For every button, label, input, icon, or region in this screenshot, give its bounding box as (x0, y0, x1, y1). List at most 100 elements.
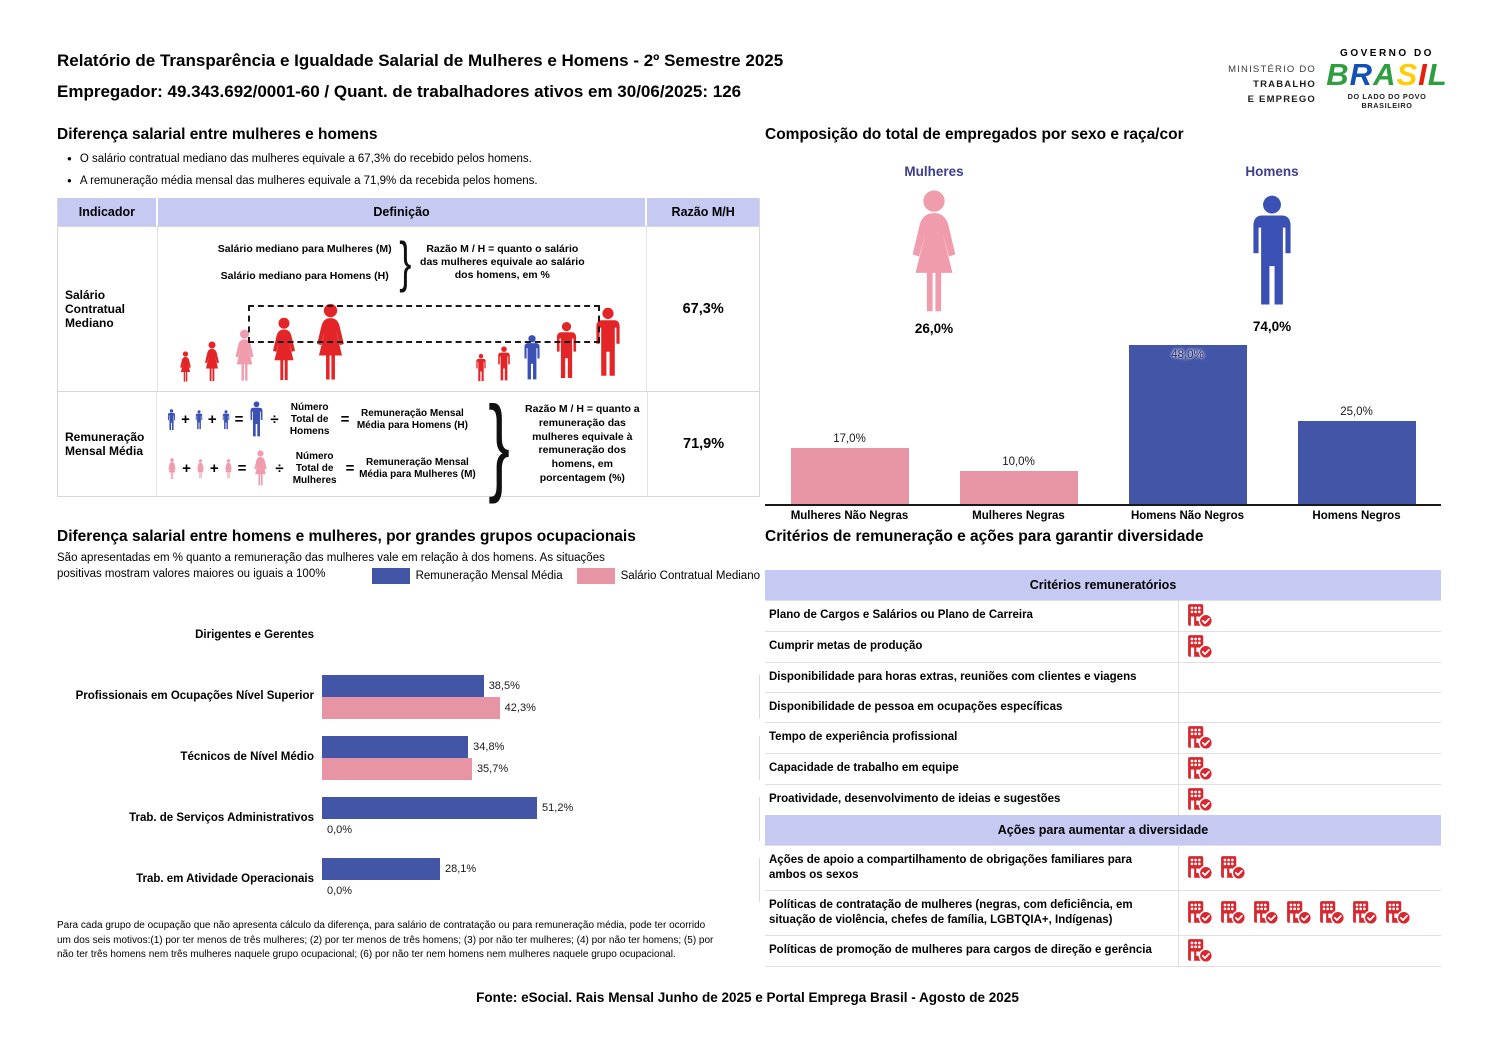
woman-icon-large (254, 450, 268, 486)
criteria-label: Disponibilidade para horas extras, reuni… (765, 663, 1179, 692)
women-formula: + + = ÷ Número Total de Mulheres = Remun… (165, 450, 477, 487)
composition-bar-slot: 48,0% (1103, 344, 1272, 504)
definition-cell: Salário mediano para Mulheres (M) Salári… (158, 227, 648, 392)
criteria-table: Critérios remuneratórios Plano de Cargos … (765, 570, 1441, 967)
woman-icon (168, 458, 176, 479)
brasil-logo: BRASIL (1322, 57, 1452, 92)
bar (322, 675, 484, 698)
man-icon (222, 410, 229, 429)
composition-bar-slot: 25,0% (1272, 406, 1441, 504)
criteria-label: Cumprir metas de produção (765, 632, 1179, 662)
median-men-label: Salário mediano para Homens (H) (220, 269, 389, 282)
ratio-value-mean: 71,9% (683, 436, 725, 453)
bar-value-label: 35,7% (476, 763, 509, 776)
building-check-icon (1188, 938, 1213, 963)
equals-glyph: = (234, 411, 244, 429)
brace-glyph: } (488, 383, 511, 505)
left-column: Diferença salarial entre mulheres e home… (57, 126, 760, 996)
criteria-row: Disponibilidade de pessoa em ocupações e… (765, 691, 1441, 722)
men-figure: Homens 74,0% (1162, 164, 1382, 336)
building-check-icon (1188, 900, 1213, 925)
header-indicator: Indicador (58, 198, 158, 226)
bullet-mean-remuneration: A remuneração média mensal das mulheres … (67, 175, 538, 187)
criteria-check-icons (1179, 936, 1441, 966)
women-label: Mulheres (904, 164, 964, 179)
woman-icon (179, 351, 191, 382)
brace-glyph: } (398, 230, 412, 293)
criteria-row: Tempo de experiência profissional (765, 721, 1441, 753)
building-check-icon (1386, 900, 1411, 925)
equals-glyph: = (345, 460, 355, 478)
bar-value-label: 42,3% (504, 702, 536, 715)
building-check-icon (1188, 855, 1213, 880)
criteria-check-icons (1179, 891, 1441, 935)
divide-glyph: ÷ (270, 411, 279, 429)
source-footer: Fonte: eSocial. Rais Mensal Junho de 202… (476, 990, 1019, 1005)
bar-value-label: 48,0% (1171, 348, 1204, 361)
occupation-label: Trab. de Serviços Administrativos (129, 812, 314, 825)
criteria-label: Políticas de promoção de mulheres para c… (765, 935, 1179, 966)
category-label: Homens Negros (1312, 510, 1401, 522)
composition-title: Composição do total de empregados por se… (765, 126, 1184, 143)
building-check-icon (1320, 900, 1345, 925)
legend-item-blue: Remuneração Mensal Média (371, 568, 563, 584)
composition-bar-slot: 17,0% (765, 433, 934, 504)
criteria-label: Plano de Cargos e Salários ou Plano de C… (765, 601, 1179, 631)
occupation-row: Profissionais em Ocupações Nível Superio… (57, 675, 760, 720)
criteria-row: Políticas de contratação de mulheres (ne… (765, 889, 1441, 935)
man-icon (476, 354, 486, 382)
man-icon (195, 410, 203, 429)
bar-value-label: 0,0% (327, 824, 353, 837)
report-header: Relatório de Transparência e Igualdade S… (57, 46, 1057, 107)
occupation-row: Trab. de Serviços Administrativos 51,2% 0,… (57, 797, 760, 842)
composition-bars: 17,0% 10,0% 48,0% 25,0% (765, 326, 1441, 506)
occupation-label: Dirigentes e Gerentes (195, 629, 314, 642)
bar (322, 758, 472, 781)
occupation-bars: 34,8% 35,7% (322, 736, 760, 781)
occupation-bars: 28,1% 0,0% (322, 858, 760, 903)
plus-glyph: + (209, 460, 219, 478)
criteria-label: Políticas de contratação de mulheres (ne… (765, 890, 1179, 935)
woman-icon (197, 459, 204, 478)
header-ratio: Razão M/H (647, 198, 759, 226)
race-composition-chart: 17,0% 10,0% 48,0% 25,0% Mulheres Não Negras… (765, 326, 1441, 522)
bar-value-label: 10,0% (1002, 455, 1035, 468)
bar-value-label: 0,0% (327, 885, 353, 898)
legend-label-pink: Salário Contratual Mediano (620, 570, 760, 582)
divide-glyph: ÷ (275, 460, 284, 478)
building-check-icon (1188, 635, 1213, 659)
men-formula: + + = ÷ Número Total de Homens = Remuner… (165, 401, 477, 438)
report-subtitle: Empregador: 49.343.692/0001-60 / Quant. … (57, 81, 742, 101)
occupation-bars: 38,5% 42,3% (322, 675, 760, 720)
brasil-letter: I (1418, 57, 1428, 92)
indicator-table: Indicador Definição Razão M/H Salário Co… (57, 198, 760, 505)
legend-item-pink: Salário Contratual Mediano (576, 568, 760, 584)
occupational-subtitle: São apresentadas em % quanto a remuneraç… (57, 552, 605, 580)
occupation-row: Dirigentes e Gerentes (57, 614, 760, 658)
ratio-definition-note: Razão M / H = quanto o salário das mulhe… (420, 242, 585, 281)
building-check-icon (1254, 900, 1279, 925)
criteria-check-icons (1179, 601, 1441, 631)
criteria-row: Ações de apoio a compartilhamento de obr… (765, 844, 1441, 890)
plus-glyph: + (182, 460, 191, 478)
building-check-icon (1188, 604, 1213, 628)
indicator-name: Salário Contratual Mediano (58, 227, 158, 392)
report-title: Relatório de Transparência e Igualdade S… (57, 51, 784, 70)
sex-composition-figures: Mulheres 26,0% Homens 74,0% (765, 164, 1441, 336)
ratio-definition-note: Razão M / H = quanto a remuneração das m… (524, 403, 640, 484)
bar-value-label: 28,1% (445, 863, 477, 876)
building-check-icon (1188, 725, 1213, 750)
criteria-section-header: Critérios remuneratórios (765, 570, 1441, 600)
gov-logo-bottom: DO LADO DO POVO BRASILEIRO (1347, 91, 1427, 110)
composition-bar-slot: 10,0% (934, 456, 1103, 504)
criteria-check-icons (1179, 723, 1441, 753)
criteria-label: Ações de apoio a compartilhamento de obr… (765, 845, 1179, 890)
equals-glyph: = (237, 460, 247, 478)
salary-gap-bullets: O salário contratual mediano das mulhere… (67, 153, 538, 197)
occupation-label: Trab. em Atividade Operacionais (136, 873, 314, 886)
occupational-bar-chart: Dirigentes e Gerentes Profissionais em Oc… (57, 614, 760, 903)
bar (322, 858, 441, 881)
criteria-check-icons (1179, 754, 1441, 784)
occupation-label: Técnicos de Nível Médio (180, 751, 314, 764)
ratio-value-median: 67,3% (682, 301, 724, 318)
